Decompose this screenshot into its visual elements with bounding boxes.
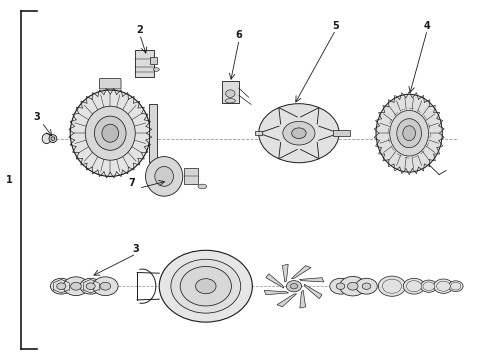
Text: 2: 2 (136, 25, 143, 35)
Ellipse shape (171, 259, 241, 313)
Text: 1: 1 (5, 175, 12, 185)
Polygon shape (264, 291, 289, 295)
Ellipse shape (57, 283, 66, 289)
Ellipse shape (86, 283, 95, 289)
Ellipse shape (340, 276, 366, 296)
Ellipse shape (451, 282, 461, 290)
Ellipse shape (336, 283, 345, 289)
Polygon shape (300, 290, 306, 308)
Ellipse shape (93, 277, 118, 296)
Ellipse shape (153, 68, 159, 71)
Ellipse shape (50, 278, 72, 294)
Ellipse shape (71, 282, 81, 290)
Ellipse shape (434, 279, 453, 293)
Ellipse shape (362, 283, 371, 289)
Text: 6: 6 (236, 30, 243, 40)
Polygon shape (292, 266, 311, 279)
Ellipse shape (382, 279, 402, 293)
Bar (333, 130, 350, 136)
Ellipse shape (291, 284, 297, 289)
Ellipse shape (155, 166, 173, 186)
Ellipse shape (259, 104, 339, 163)
Ellipse shape (420, 280, 437, 292)
Ellipse shape (225, 90, 235, 97)
Polygon shape (299, 278, 324, 282)
Ellipse shape (437, 281, 450, 291)
Ellipse shape (159, 250, 252, 322)
Text: 7: 7 (128, 178, 135, 188)
Bar (255, 131, 262, 135)
Ellipse shape (95, 116, 126, 150)
Ellipse shape (49, 135, 57, 143)
Ellipse shape (196, 279, 216, 294)
Ellipse shape (102, 124, 119, 142)
Bar (135, 49, 154, 77)
Ellipse shape (283, 121, 315, 145)
Ellipse shape (198, 184, 207, 189)
Polygon shape (266, 274, 284, 288)
Text: 3: 3 (133, 244, 140, 255)
Ellipse shape (410, 283, 418, 289)
Ellipse shape (70, 90, 150, 176)
Ellipse shape (403, 278, 425, 294)
Ellipse shape (225, 99, 235, 103)
Ellipse shape (180, 266, 231, 306)
Ellipse shape (146, 157, 183, 196)
Ellipse shape (51, 137, 55, 140)
Ellipse shape (85, 106, 135, 160)
Bar (150, 57, 157, 64)
Ellipse shape (407, 281, 421, 292)
Text: 3: 3 (33, 112, 40, 122)
Ellipse shape (403, 126, 416, 141)
Bar (184, 168, 198, 184)
Ellipse shape (378, 276, 406, 296)
Bar (149, 104, 157, 162)
Ellipse shape (356, 278, 377, 294)
Ellipse shape (390, 111, 429, 156)
Ellipse shape (425, 284, 432, 289)
Ellipse shape (397, 119, 421, 148)
Bar (221, 81, 239, 103)
Ellipse shape (42, 134, 51, 144)
Ellipse shape (63, 277, 89, 296)
Ellipse shape (330, 278, 351, 294)
Ellipse shape (292, 128, 306, 139)
Polygon shape (304, 284, 322, 299)
Ellipse shape (80, 278, 101, 294)
Ellipse shape (387, 282, 397, 290)
Text: 4: 4 (424, 21, 431, 31)
Ellipse shape (286, 281, 301, 292)
Ellipse shape (440, 283, 447, 289)
Ellipse shape (453, 284, 459, 288)
Ellipse shape (100, 282, 111, 290)
Polygon shape (282, 264, 288, 282)
Ellipse shape (376, 94, 442, 172)
Polygon shape (277, 294, 296, 307)
Ellipse shape (448, 281, 463, 292)
Ellipse shape (423, 282, 435, 291)
Ellipse shape (347, 282, 358, 290)
FancyBboxPatch shape (99, 78, 121, 89)
Text: 5: 5 (332, 21, 339, 31)
